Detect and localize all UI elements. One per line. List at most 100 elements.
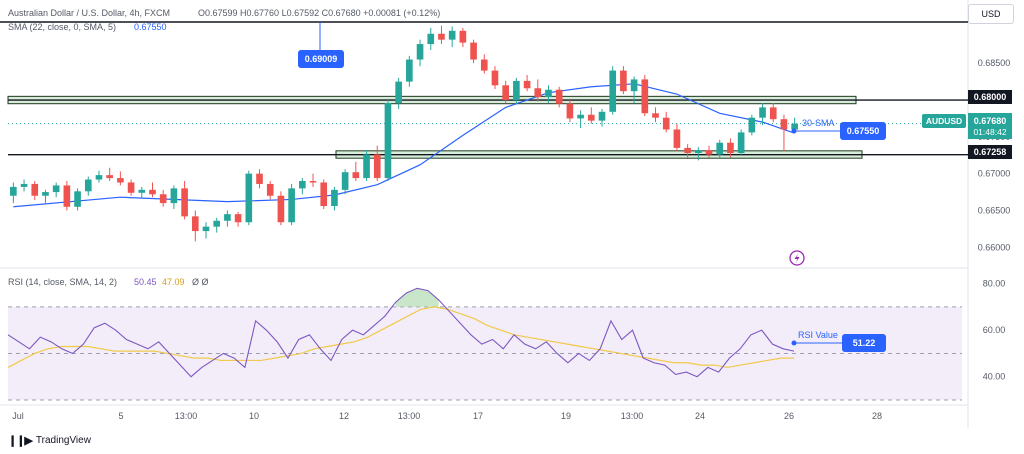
price-tick-label: 0.66000 xyxy=(978,242,1011,252)
candle-body xyxy=(737,132,745,154)
marker-bottom-label: 0.67258 xyxy=(974,147,1007,157)
rsi-tick-label: 80.00 xyxy=(983,279,1006,289)
rsi-overbought-fill xyxy=(395,288,439,307)
time-tick-label: 28 xyxy=(872,411,882,421)
time-tick-label: Jul xyxy=(12,411,24,421)
candle-body xyxy=(598,111,606,121)
candle-body xyxy=(630,79,638,92)
marker-top-box xyxy=(968,90,1012,104)
sr-lines xyxy=(0,21,968,156)
rsi-indicator-label: RSI (14, close, SMA, 14, 2) xyxy=(8,277,117,287)
candle-body xyxy=(416,44,424,60)
candle-body xyxy=(406,59,413,82)
time-tick-label: 13:00 xyxy=(398,411,421,421)
rsi-path xyxy=(7,287,795,378)
candle-body xyxy=(84,179,92,192)
rsi-indicator-value: 50.45 xyxy=(134,277,157,287)
tradingview-wordmark: TradingView xyxy=(35,435,91,446)
candle-body xyxy=(352,172,360,179)
candle-body xyxy=(748,117,756,133)
rsi-callout-value: 51.22 xyxy=(853,338,876,348)
candle-body xyxy=(299,181,306,189)
candle-body xyxy=(673,129,681,148)
candle-body xyxy=(480,59,488,71)
rsi-axis-ticks: 80.00 60.00 40.00 xyxy=(983,279,1006,382)
sma-callout-label: 30-SMA xyxy=(802,118,835,128)
time-tick-label: 17 xyxy=(473,411,483,421)
candle-body xyxy=(52,185,60,193)
candle-body xyxy=(331,189,338,207)
candle-body xyxy=(31,183,39,196)
candle-body xyxy=(566,103,574,119)
time-tick-label: 24 xyxy=(695,411,705,421)
price-callout-text: 0.69009 xyxy=(305,54,338,64)
candle-body xyxy=(10,186,17,196)
rsi-callout-label: RSI Value xyxy=(798,330,838,340)
candle-body xyxy=(502,85,509,101)
candle-body xyxy=(555,89,563,104)
candle-body xyxy=(662,117,670,130)
rsi-tick-label: 40.00 xyxy=(983,372,1006,382)
candle-body xyxy=(127,182,135,193)
candle-body xyxy=(149,189,156,195)
candle-body xyxy=(534,88,542,98)
candle-body xyxy=(759,107,766,118)
price-tick-label: 0.66500 xyxy=(978,205,1011,215)
lightning-icon[interactable] xyxy=(789,250,805,266)
currency-button[interactable]: USD xyxy=(968,4,1014,24)
candle-body xyxy=(138,189,146,193)
candle-body xyxy=(491,70,499,86)
candle-body xyxy=(716,142,724,155)
tradingview-mark-icon: ❙❙▶ xyxy=(8,435,33,447)
sr-zones xyxy=(7,95,863,159)
candle-body xyxy=(245,173,253,223)
candles xyxy=(10,25,798,242)
candle-body xyxy=(641,79,649,114)
time-tick-label: 26 xyxy=(784,411,794,421)
candle-body xyxy=(224,214,231,221)
candle-body xyxy=(780,119,788,130)
candle-body xyxy=(577,114,584,119)
candle-body xyxy=(63,185,71,207)
rsi-band xyxy=(8,306,962,401)
candle-body xyxy=(587,114,595,121)
candle-body xyxy=(727,142,734,154)
marker-countdown: 01:48:42 xyxy=(973,127,1006,137)
candle-body xyxy=(170,188,178,204)
candle-body xyxy=(470,42,477,60)
time-tick-label: 13:00 xyxy=(175,411,198,421)
candle-body xyxy=(106,175,113,179)
candle-body xyxy=(695,150,702,154)
candle-body xyxy=(448,30,456,40)
candle-body xyxy=(74,191,81,207)
candle-body xyxy=(684,147,691,154)
candle-body xyxy=(459,30,467,43)
rsi-callout-box xyxy=(842,334,886,352)
candle-body xyxy=(288,188,295,223)
sma-path xyxy=(13,83,795,208)
candle-body xyxy=(513,80,520,101)
candle-body xyxy=(277,195,285,223)
candle-body xyxy=(363,154,370,179)
candle-body xyxy=(309,181,317,183)
rsi-lines xyxy=(7,287,795,378)
marker-top-label: 0.68000 xyxy=(974,92,1007,102)
candle-body xyxy=(705,150,713,155)
marker-price-box xyxy=(968,113,1012,139)
rsi-ma-value: 47.09 xyxy=(162,277,185,287)
time-axis-ticks: Jul 5 13:00 10 12 13:00 17 19 13:00 24 26 28 xyxy=(12,411,882,421)
chart-title: Australian Dollar / U.S. Dollar, 4h, FXC… xyxy=(8,8,170,18)
rsi-tick-label: 60.00 xyxy=(983,325,1006,335)
price-tick-label: 0.68500 xyxy=(978,58,1011,68)
candle-body xyxy=(523,80,531,89)
candle-body xyxy=(234,214,242,223)
sma-callout-box xyxy=(840,122,886,140)
candle-body xyxy=(213,220,221,227)
marker-price-label: 0.67680 xyxy=(974,116,1007,126)
candle-body xyxy=(256,173,263,184)
candle-body xyxy=(95,175,103,180)
candle-body xyxy=(320,182,328,207)
marker-bottom-box xyxy=(968,145,1012,159)
rsi-flags: Ø Ø xyxy=(192,277,209,287)
candle-body xyxy=(652,113,659,118)
